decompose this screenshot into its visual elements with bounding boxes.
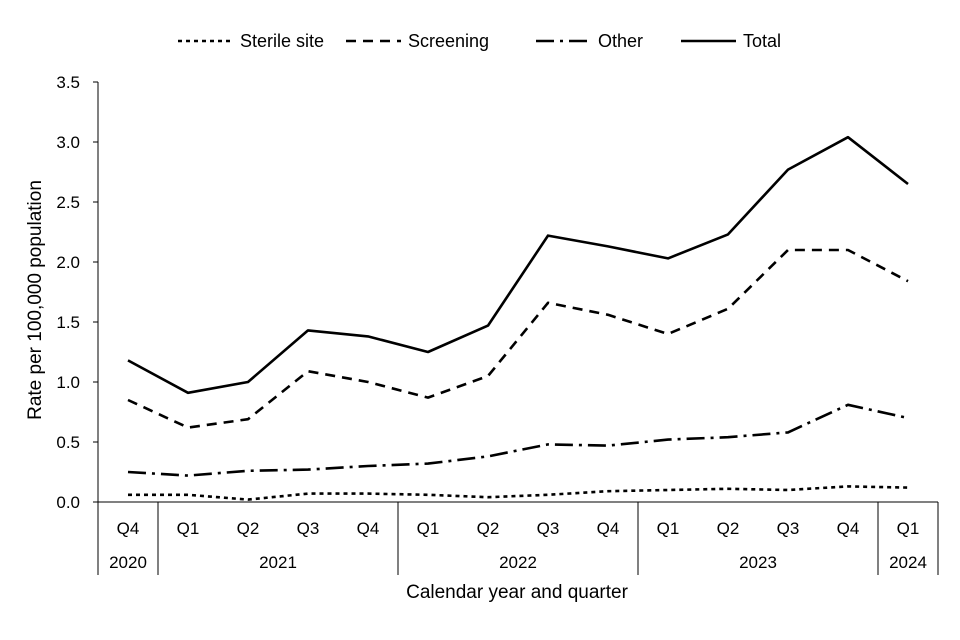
- y-tick-label: 3.5: [56, 73, 80, 92]
- legend-label-screening: Screening: [408, 31, 489, 51]
- x-tick-label: Q4: [357, 519, 380, 538]
- y-tick-label: 1.0: [56, 373, 80, 392]
- year-group-label: 2020: [109, 553, 147, 572]
- x-tick-label: Q1: [417, 519, 440, 538]
- y-tick-label: 0.5: [56, 433, 80, 452]
- y-tick-label: 2.0: [56, 253, 80, 272]
- year-group-label: 2021: [259, 553, 297, 572]
- x-tick-label: Q3: [537, 519, 560, 538]
- x-axis-title: Calendar year and quarter: [406, 582, 628, 603]
- x-tick-label: Q2: [237, 519, 260, 538]
- legend-label-sterile-site: Sterile site: [240, 31, 324, 51]
- series-line-other: [127, 403, 909, 477]
- y-tick-label: 3.0: [56, 133, 80, 152]
- legend-label-total: Total: [743, 31, 781, 51]
- series-line-screening: [127, 248, 909, 429]
- x-tick-label: Q3: [297, 519, 320, 538]
- x-tick-label: Q3: [777, 519, 800, 538]
- series-line-sterile-site: [128, 485, 909, 501]
- y-axis-title: Rate per 100,000 population: [25, 180, 46, 420]
- x-tick-label: Q4: [597, 519, 620, 538]
- y-tick-label: 1.5: [56, 313, 80, 332]
- x-tick-label: Q1: [897, 519, 920, 538]
- x-tick-label: Q1: [177, 519, 200, 538]
- series-line-total: [127, 135, 909, 395]
- y-tick-label: 2.5: [56, 193, 80, 212]
- x-tick-label: Q1: [657, 519, 680, 538]
- year-group-label: 2024: [889, 553, 927, 572]
- x-axis: Q4 Q1 Q2 Q3 Q4 Q1 Q2 Q3 Q4 Q1 Q2 Q3 Q4 Q1 2020 2021 2022…: [97, 501, 939, 575]
- year-group-label: 2022: [499, 553, 537, 572]
- legend: Sterile site Screening Other Total: [178, 31, 781, 51]
- legend-label-other: Other: [598, 31, 643, 51]
- series-layer: [127, 135, 909, 501]
- x-tick-label: Q2: [477, 519, 500, 538]
- x-tick-label: Q4: [837, 519, 860, 538]
- y-tick-label: 0.0: [56, 493, 80, 512]
- x-tick-label: Q4: [117, 519, 140, 538]
- x-tick-label: Q2: [717, 519, 740, 538]
- year-group-label: 2023: [739, 553, 777, 572]
- y-axis: 0.0 0.5 1.0 1.5 2.0 2.5 3.0 3.5: [56, 73, 99, 512]
